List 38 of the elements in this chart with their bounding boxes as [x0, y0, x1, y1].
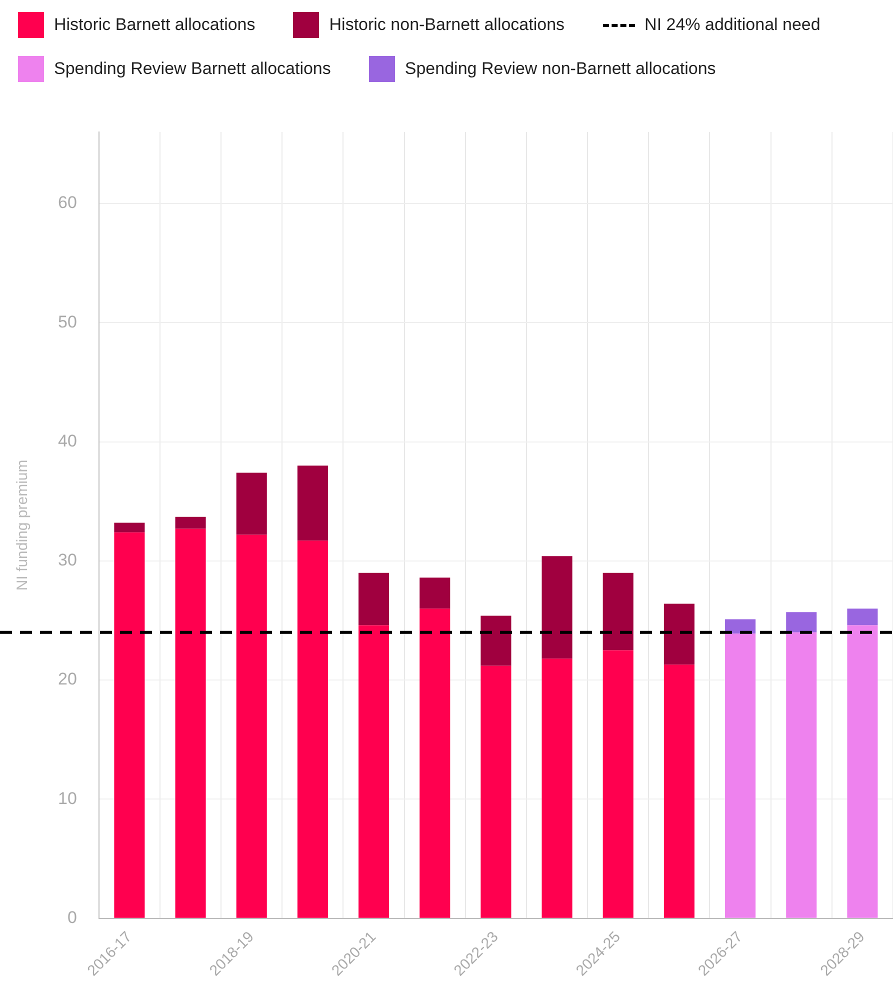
legend-label: Spending Review Barnett allocations: [54, 59, 331, 79]
bar: [297, 466, 328, 541]
bar: [480, 666, 512, 918]
legend-label: Spending Review non-Barnett allocations: [404, 59, 716, 79]
bar: [480, 616, 512, 666]
bar: [358, 625, 390, 918]
y-tick-label: 50: [58, 312, 77, 332]
y-tick-label: 20: [58, 670, 77, 689]
bar: [542, 556, 572, 659]
bar: [847, 625, 878, 918]
y-tick-label: 40: [58, 431, 77, 450]
bar: [602, 572, 634, 650]
y-tick-label: 10: [58, 788, 77, 808]
bar: [420, 608, 450, 918]
y-axis-title: NI funding premium: [14, 460, 32, 591]
bar: [236, 534, 267, 918]
bar: [420, 578, 450, 609]
legend-label: NI 24% additional need: [644, 15, 820, 35]
legend-label: Historic non-Barnett allocations: [329, 15, 565, 35]
bar: [847, 608, 878, 626]
bar: [786, 612, 817, 632]
bar: [664, 664, 694, 918]
y-tick-label: 60: [58, 193, 77, 212]
bar: [542, 658, 572, 918]
bar: [175, 516, 206, 529]
bar: [236, 472, 267, 535]
bar: [297, 540, 328, 918]
bar: [114, 532, 145, 918]
bar: [358, 572, 390, 626]
y-tick-label: 30: [58, 550, 77, 570]
bar: [664, 604, 694, 665]
legend-label: Historic Barnett allocations: [54, 15, 256, 35]
y-tick-label: 0: [67, 908, 77, 928]
bar: [114, 522, 145, 532]
bar: [786, 632, 817, 918]
bar: [725, 634, 756, 918]
bar: [175, 528, 206, 918]
bar: [602, 650, 634, 918]
